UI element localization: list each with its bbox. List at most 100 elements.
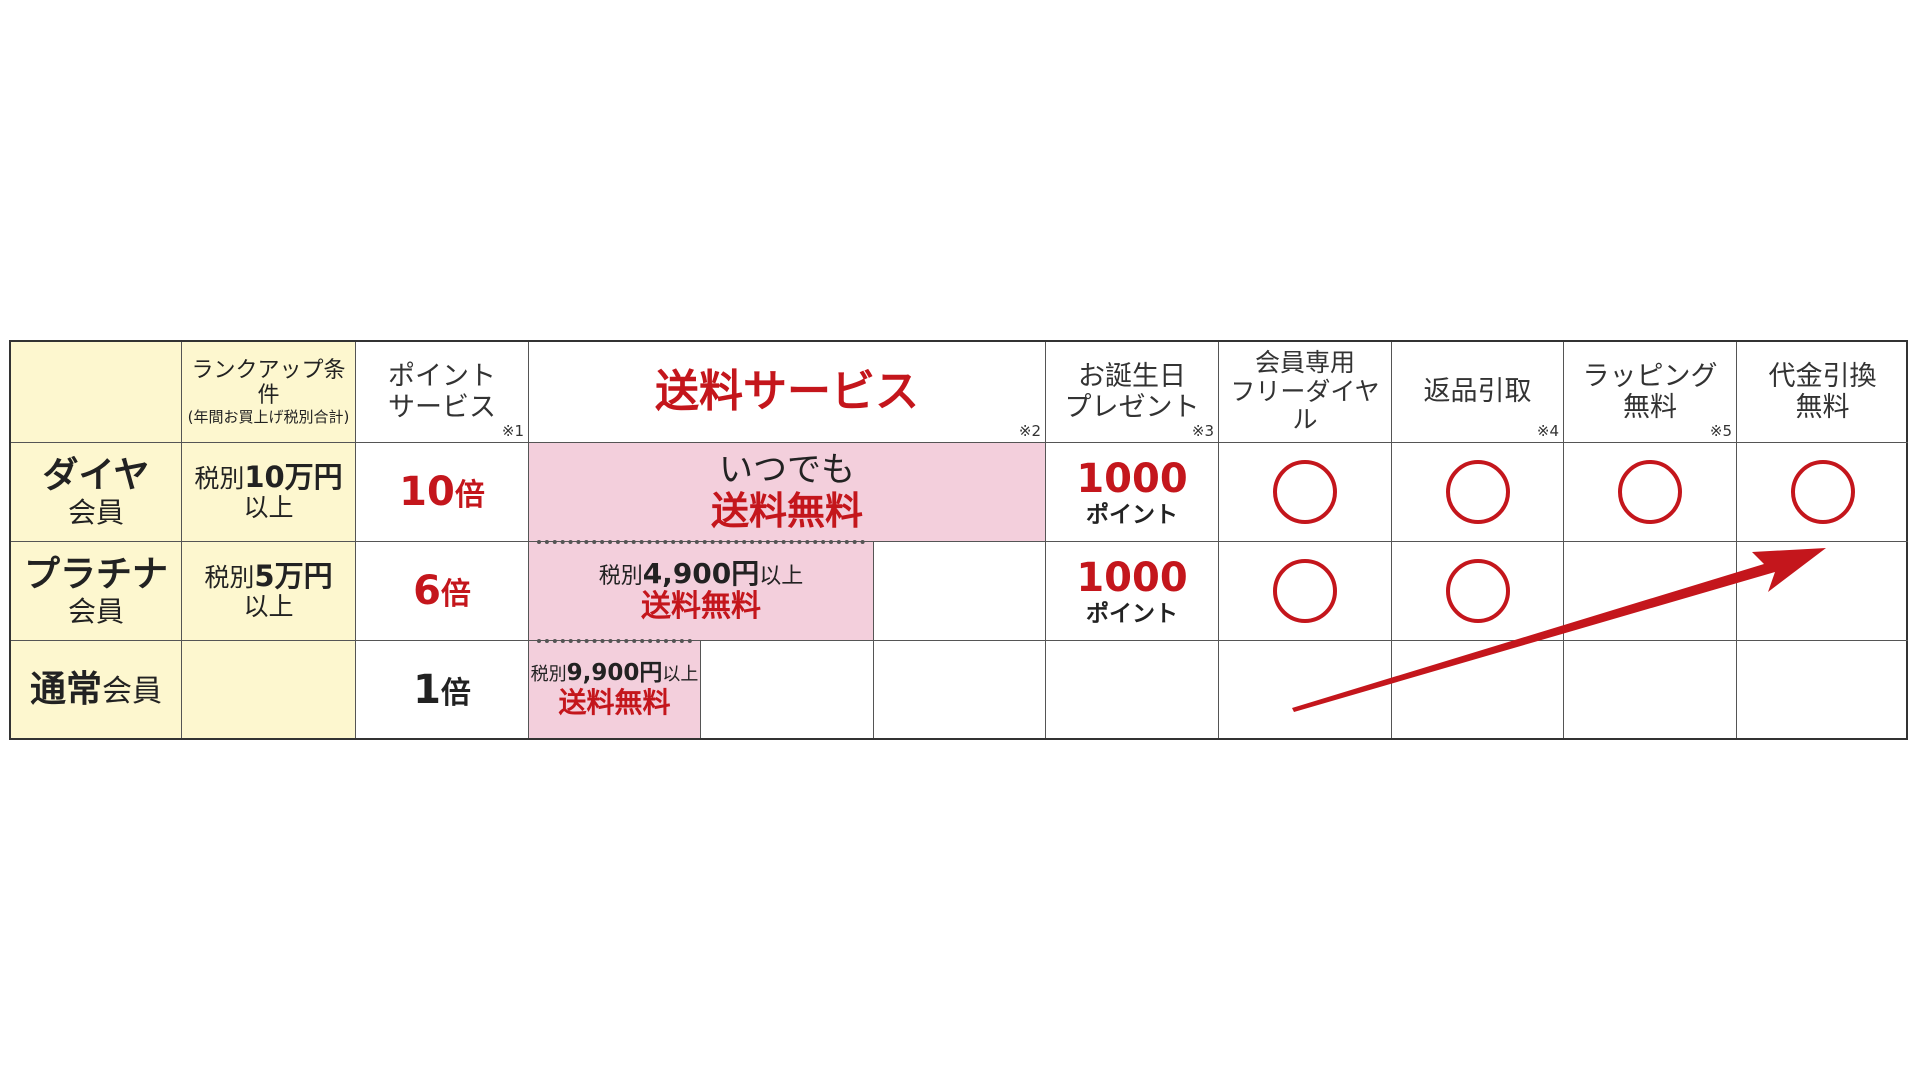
header-text: 無料 (1623, 392, 1677, 423)
dotted-divider (537, 540, 865, 544)
condition-regular (182, 641, 356, 738)
birthday-diamond: 1000 ポイント (1046, 443, 1219, 542)
footnote-mark: ※3 (1191, 421, 1214, 440)
empty-cell (1737, 542, 1908, 641)
points-regular: 1倍 (356, 641, 529, 738)
birthday-unit: ポイント (1086, 600, 1178, 627)
footnote-mark: ※2 (1018, 421, 1041, 440)
corner-cell (11, 342, 182, 443)
circle-mark-icon (1273, 559, 1337, 623)
header-text: フリーダイヤル (1230, 376, 1380, 435)
cond-suffix: 以上 (243, 592, 294, 622)
rank-condition-sub: (年間お買上げ税別合計) (187, 407, 350, 426)
points-platinum: 6倍 (356, 542, 529, 641)
header-wrapping: ラッピング 無料 ※5 (1564, 342, 1737, 443)
shipping-amount: 9,900円 (566, 660, 663, 687)
rank-name: 通常 (29, 668, 102, 710)
shipping-title: 送料サービス (655, 365, 919, 417)
empty-cell (1392, 641, 1564, 738)
shipping-diamond: いつでも 送料無料 (529, 443, 1046, 542)
shipping-suffix: 以上 (662, 664, 699, 686)
header-text: プレゼント (1064, 392, 1200, 423)
header-text: 代金引換 (1768, 360, 1877, 392)
circle-mark-icon (1445, 460, 1510, 524)
header-text: 会員専用 (1254, 347, 1355, 377)
rank-suffix: 会員 (67, 495, 124, 529)
header-text: サービス (388, 392, 496, 423)
rank-diamond: ダイヤ 会員 (11, 443, 182, 542)
birthday-unit: ポイント (1086, 501, 1178, 528)
points-unit: 倍 (454, 478, 485, 513)
points-value: 1 (413, 666, 441, 713)
empty-cell (874, 641, 1046, 738)
wrapping-diamond (1564, 443, 1737, 542)
empty-cell (701, 641, 874, 738)
freedial-diamond (1219, 443, 1392, 542)
header-returns: 返品引取 ※4 (1392, 342, 1564, 443)
empty-cell (1564, 542, 1737, 641)
rank-platinum: プラチナ 会員 (11, 542, 182, 641)
shipping-prefix: 税別 (530, 664, 567, 686)
shipping-regular: 税別9,900円以上 送料無料 (529, 639, 701, 738)
header-text: ラッピング (1582, 360, 1718, 392)
header-point-service: ポイント サービス ※1 (356, 342, 529, 443)
circle-mark-icon (1618, 460, 1682, 524)
footnote-mark: ※5 (1709, 421, 1732, 440)
points-unit: 倍 (440, 577, 471, 612)
membership-benefits-table: ランクアップ条件 (年間お買上げ税別合計) ポイント サービス ※1 送料サービ… (9, 340, 1908, 740)
returns-diamond (1392, 443, 1564, 542)
rank-condition-label: ランクアップ条件 (191, 358, 346, 409)
rank-regular: 通常会員 (11, 641, 182, 738)
cond-amount: 10万円 (244, 459, 343, 494)
shipping-platinum: 税別4,900円以上 送料無料 (529, 540, 874, 641)
header-birthday: お誕生日 プレゼント ※3 (1046, 342, 1219, 443)
points-value: 10 (399, 469, 455, 515)
dotted-divider (537, 639, 692, 643)
header-shipping: 送料サービス ※2 (529, 342, 1046, 443)
circle-mark-icon (1445, 559, 1510, 623)
cond-prefix: 税別 (204, 562, 255, 592)
footnote-mark: ※1 (501, 421, 524, 440)
arrow-shape (1292, 548, 1826, 712)
circle-mark-icon (1273, 460, 1337, 524)
header-text: 無料 (1795, 392, 1850, 423)
cod-diamond (1737, 443, 1908, 542)
empty-cell (1564, 641, 1737, 738)
footnote-mark: ※4 (1536, 421, 1559, 440)
shipping-always: いつでも (719, 449, 855, 490)
returns-platinum (1392, 542, 1564, 641)
cond-prefix: 税別 (194, 463, 245, 493)
birthday-platinum: 1000 ポイント (1046, 542, 1219, 641)
rank-name: プラチナ (23, 554, 168, 596)
shipping-free: 送料無料 (710, 488, 863, 533)
header-rank-condition: ランクアップ条件 (年間お買上げ税別合計) (182, 342, 356, 443)
header-text: お誕生日 (1078, 360, 1186, 392)
circle-mark-icon (1790, 460, 1855, 524)
shipping-prefix: 税別 (598, 563, 643, 589)
header-text: 返品引取 (1423, 376, 1532, 408)
cond-suffix: 以上 (243, 493, 294, 523)
freedial-platinum (1219, 542, 1392, 641)
empty-cell (1046, 641, 1219, 738)
rank-name: ダイヤ (42, 455, 150, 497)
cond-amount: 5万円 (254, 558, 333, 593)
points-unit: 倍 (440, 675, 471, 711)
empty-cell (874, 542, 1046, 641)
rank-suffix: 会員 (102, 673, 162, 709)
points-diamond: 10倍 (356, 443, 529, 542)
header-cod: 代金引換 無料 (1737, 342, 1908, 443)
birthday-points: 1000 (1076, 455, 1188, 502)
rank-suffix: 会員 (67, 594, 124, 628)
birthday-points: 1000 (1076, 554, 1188, 601)
shipping-suffix: 以上 (759, 563, 804, 589)
shipping-free: 送料無料 (641, 588, 761, 624)
shipping-free: 送料無料 (558, 685, 671, 719)
header-text: ポイント (388, 360, 496, 392)
condition-diamond: 税別10万円 以上 (182, 443, 356, 542)
shipping-amount: 4,900円 (642, 556, 760, 590)
empty-cell (1219, 641, 1392, 738)
points-value: 6 (413, 568, 441, 614)
condition-platinum: 税別5万円 以上 (182, 542, 356, 641)
header-freedial: 会員専用 フリーダイヤル (1219, 342, 1392, 443)
